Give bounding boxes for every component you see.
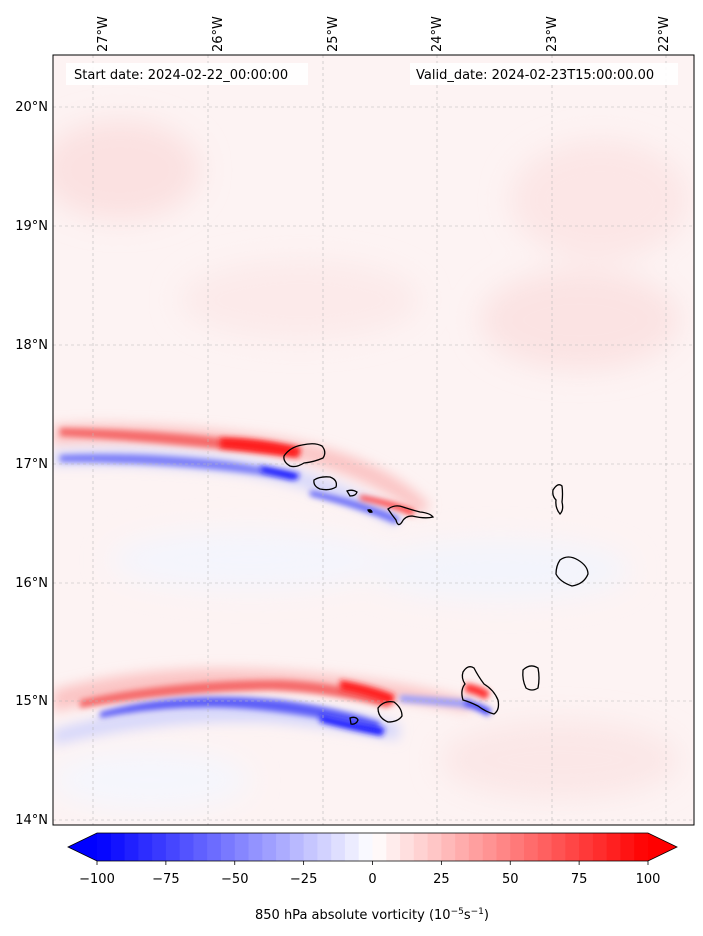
island-boa-vista — [555, 556, 589, 587]
colorbar-cell — [124, 833, 139, 861]
colorbar-cell — [606, 833, 622, 861]
colorbar-label: 850 hPa absolute vorticity (10−5s−1) — [255, 907, 489, 923]
colorbar-tick-label: −100 — [79, 872, 115, 887]
lat-tick-15n: 15°N — [15, 694, 48, 709]
colorbar-cell — [193, 833, 208, 861]
colorbar-cell — [634, 833, 649, 861]
island-sao-nicolau — [387, 505, 435, 526]
colorbar-cell — [234, 833, 250, 861]
vorticity-band-south — [53, 668, 492, 745]
start-date-box: Start date: 2024-02-22_00:00:00 — [66, 63, 308, 85]
colorbar-cell — [400, 833, 415, 861]
colorbar-cell — [110, 833, 126, 861]
colorbar-cell — [441, 833, 456, 861]
vorticity-background-field — [53, 120, 690, 810]
colorbar-cell — [262, 833, 277, 861]
colorbar-cell — [482, 833, 498, 861]
lat-tick-17n: 17°N — [15, 457, 48, 472]
island-fogo — [377, 700, 403, 723]
lon-tick-24w: 24°W — [430, 16, 445, 52]
colorbar-extend-min — [68, 833, 97, 861]
colorbar-extend-max — [648, 833, 677, 861]
start-date-label: Start date: 2024-02-22_00:00:00 — [74, 68, 288, 83]
colorbar-tick-label: −50 — [221, 872, 248, 887]
colorbar-tick-label: 0 — [368, 872, 376, 887]
lat-tick-19n: 19°N — [15, 219, 48, 234]
colorbar-cell — [276, 833, 291, 861]
valid-date-label: Valid_date: 2024-02-23T15:00:00.00 — [416, 68, 654, 83]
colorbar-cell — [289, 833, 305, 861]
colorbar-cell — [386, 833, 401, 861]
lon-tick-22w: 22°W — [657, 16, 672, 52]
lat-tick-20n: 20°N — [15, 100, 48, 115]
colorbar-cell — [592, 833, 608, 861]
colorbar-cell — [152, 833, 167, 861]
island-santa-luzia — [346, 489, 358, 497]
map-panel: Start date: 2024-02-22_00:00:00 Valid_da… — [53, 55, 694, 825]
colorbar-tick-label: 25 — [433, 872, 450, 887]
vorticity-band-north — [53, 423, 430, 525]
colorbar-cell — [551, 833, 566, 861]
island-santo-antao — [283, 443, 326, 468]
colorbar-cell — [344, 833, 360, 861]
colorbar-ticks: −100 −75 −50 −25 0 25 50 75 100 — [79, 861, 660, 887]
colorbar-tick-label: −75 — [152, 872, 179, 887]
colorbar-tick-label: −25 — [290, 872, 317, 887]
lat-tick-18n: 18°N — [15, 338, 48, 353]
map-frame — [52, 54, 695, 826]
colorbar-cell — [179, 833, 195, 861]
colorbar-cell — [579, 833, 594, 861]
island-sao-vicente — [313, 476, 338, 491]
lat-tick-14n: 14°N — [15, 813, 48, 828]
colorbar-cell — [510, 833, 525, 861]
colorbar-cell — [565, 833, 580, 861]
island-santiago — [461, 666, 500, 715]
gridlines — [53, 55, 694, 825]
colorbar-cell — [468, 833, 484, 861]
colorbar-cell — [220, 833, 236, 861]
colorbar-cell — [165, 833, 181, 861]
colorbar-cell — [372, 833, 387, 861]
lon-tick-23w: 23°W — [545, 16, 560, 52]
colorbar-cells — [97, 833, 649, 861]
colorbar-cell — [620, 833, 635, 861]
lon-tick-26w: 26°W — [211, 16, 226, 52]
colorbar-tick-label: 50 — [502, 872, 519, 887]
island-brava — [349, 716, 359, 725]
longitude-tick-labels: 27°W 26°W 25°W 24°W 23°W 22°W — [96, 16, 672, 52]
colorbar-cell — [317, 833, 332, 861]
colorbar-cell — [537, 833, 553, 861]
colorbar-cell — [331, 833, 346, 861]
colorbar-tick-label: 100 — [636, 872, 661, 887]
latitude-tick-labels: 20°N 19°N 18°N 17°N 16°N 15°N 14°N — [15, 100, 48, 828]
valid-date-box: Valid_date: 2024-02-23T15:00:00.00 — [410, 63, 678, 85]
colorbar-cell — [207, 833, 222, 861]
coastlines — [283, 443, 589, 725]
lat-tick-16n: 16°N — [15, 576, 48, 591]
colorbar-cell — [358, 833, 374, 861]
lon-tick-25w: 25°W — [326, 16, 341, 52]
colorbar-cell — [496, 833, 511, 861]
colorbar-cell — [303, 833, 319, 861]
colorbar: −100 −75 −50 −25 0 25 50 75 100 850 hPa absolute… — [67, 832, 678, 923]
colorbar-cell — [413, 833, 429, 861]
colorbar-cell — [524, 833, 539, 861]
colorbar-cell — [455, 833, 470, 861]
colorbar-cell — [97, 833, 112, 861]
colorbar-tick-label: 75 — [571, 872, 588, 887]
lon-tick-27w: 27°W — [96, 16, 111, 52]
colorbar-cell — [427, 833, 442, 861]
colorbar-cell — [138, 833, 153, 861]
island-maio — [522, 665, 540, 691]
island-sal — [552, 484, 564, 515]
colorbar-cell — [248, 833, 263, 861]
